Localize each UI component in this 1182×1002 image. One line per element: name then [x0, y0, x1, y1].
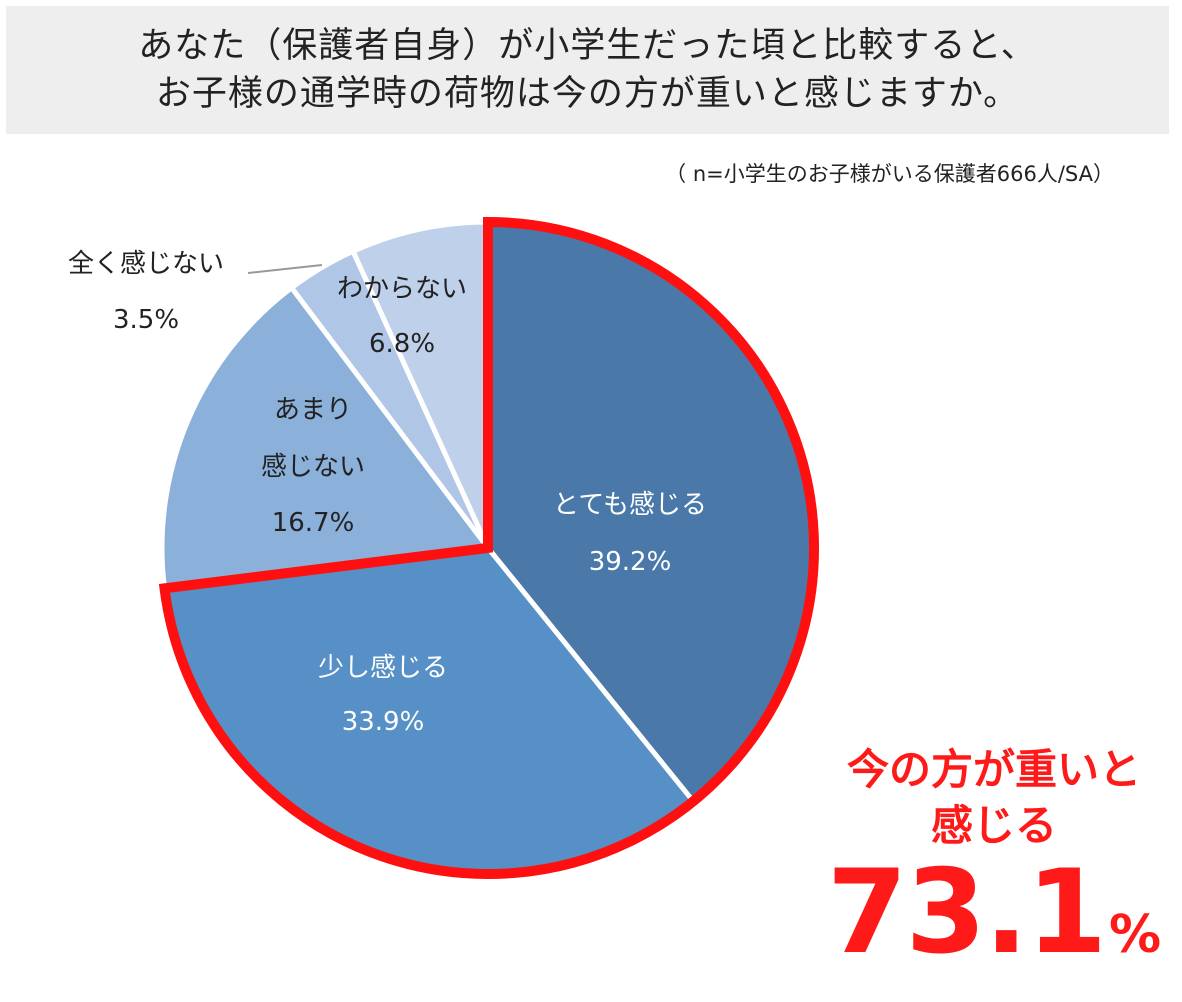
callout-total: 73.1% — [806, 855, 1182, 1002]
callout-unit: % — [1109, 905, 1162, 965]
slice-value-sukoshi: 33.9% — [342, 707, 425, 737]
highlight-outline — [158, 216, 819, 879]
slice-value-wakaranai: 6.8% — [369, 329, 435, 359]
highlight-callout: 今の方が重いと 感じる 73.1% — [806, 742, 1182, 1002]
title-banner: あなた（保護者自身）が小学生だった頃と比較すると、 お子様の通学時の荷物は今の方… — [6, 6, 1169, 134]
mattaku-leader-line — [247, 264, 323, 274]
callout-number: 73.1 — [826, 845, 1107, 980]
slice-label-amari-2: 感じない — [261, 452, 365, 482]
slice-value-mattaku: 3.5% — [113, 305, 179, 335]
slice-label-amari-1: あまり — [274, 395, 352, 425]
callout-line-1: 今の方が重いと — [846, 745, 1141, 794]
slice-value-amari: 16.7% — [272, 508, 355, 538]
slice-label-wakaranai: わからない — [337, 274, 467, 304]
sample-note: （ n=小学生のお子様がいる保護者666人/SA） — [665, 162, 1114, 186]
slice-label-mattaku: 全く感じない — [68, 249, 224, 279]
pie-slice-2 — [159, 285, 491, 591]
callout-line-2: 感じる — [930, 801, 1057, 850]
page-title-line-2: お子様の通学時の荷物は今の方が重いと感じますか。 — [155, 74, 1020, 114]
slice-label-sukoshi: 少し感じる — [318, 653, 448, 683]
slice-value-totemo: 39.2% — [589, 547, 672, 577]
slice-label-totemo: とても感じる — [553, 490, 707, 520]
page-title-line-1: あなた（保護者自身）が小学生だった頃と比較すると、 — [138, 26, 1037, 66]
